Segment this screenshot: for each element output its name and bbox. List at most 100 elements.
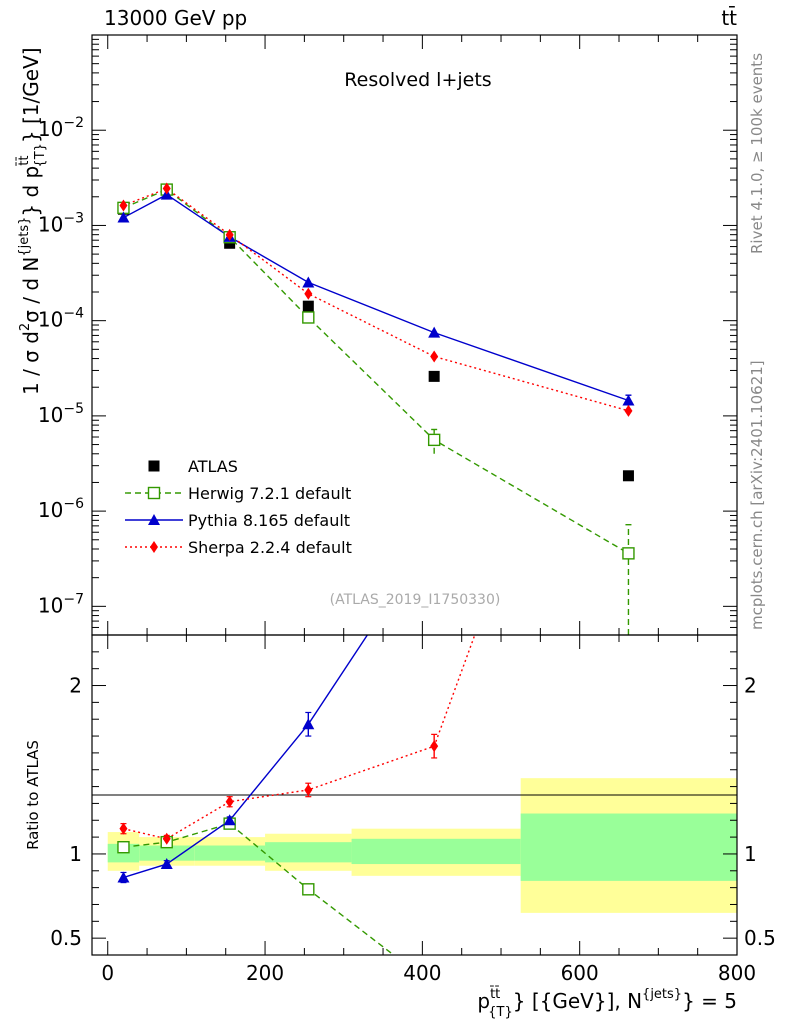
xlabel: pt̄t̄ {T}} [{GeV}], N{jets}} = 5 xyxy=(477,987,737,1020)
ylabel-part-h: } [1/GeV] xyxy=(19,47,43,143)
ylabel-part-d: {jets} xyxy=(17,217,32,257)
main-ytick-label: 10−7 xyxy=(38,591,84,617)
ylabel-part-b: 2 xyxy=(18,323,33,331)
header-left: 13000 GeV pp xyxy=(104,6,247,30)
ylabel-part-e: } d p xyxy=(19,166,43,217)
main-point-open-square-dashed xyxy=(622,547,635,560)
main-point-diamond-dotted xyxy=(119,199,128,212)
tick-exponent: −3 xyxy=(63,210,84,226)
legend: ATLAS Herwig 7.2.1 default Pythia 8.165 de… xyxy=(125,457,352,557)
ratio-point-triangle-solid xyxy=(160,858,173,870)
main-line-triangle-solid xyxy=(123,193,629,402)
mcplots-label: mcplots.cern.ch [arXiv:2401.10621] xyxy=(748,360,766,630)
ylabel-part-f: t̄t̄ xyxy=(17,156,32,167)
tick-mantissa: 10 xyxy=(38,593,63,617)
main-title: Resolved l+jets xyxy=(344,69,491,91)
ratio-stat-band xyxy=(139,845,195,861)
tick-mantissa: 10 xyxy=(38,403,63,427)
ratio-line-triangle-solid xyxy=(123,635,369,879)
ratio-stat-band xyxy=(351,838,521,865)
ratio-point-diamond-dotted xyxy=(304,783,313,796)
tick-exponent: −4 xyxy=(63,306,84,322)
main-panel: Resolved l+jets (ATLAS_2019_I1750330) 10… xyxy=(38,34,738,636)
main-ytick-label: 10−5 xyxy=(38,401,84,427)
xtick-label: 200 xyxy=(246,961,284,985)
tick-exponent: −5 xyxy=(63,401,84,417)
ratio-point-triangle-solid xyxy=(223,814,236,826)
legend-label: ATLAS xyxy=(188,457,238,476)
rivet-label: Rivet 4.1.0, ≥ 100k events xyxy=(748,53,766,254)
ylabel-part-g: {T} xyxy=(33,143,48,167)
legend-marker xyxy=(147,486,161,500)
header-right: tt̄ xyxy=(721,5,737,30)
main-ytick-label: 10−4 xyxy=(38,306,84,332)
ratio-point-diamond-dotted xyxy=(225,795,234,808)
xlabel-part-a: p xyxy=(477,989,490,1013)
tick-mantissa: 10 xyxy=(38,212,63,236)
xtick-label: 400 xyxy=(403,961,441,985)
ylabel-part-a: 1 / σ d xyxy=(19,331,43,395)
legend-label: Herwig 7.2.1 default xyxy=(188,484,351,503)
main-line-open-square-dashed xyxy=(123,188,629,555)
tick-exponent: −2 xyxy=(63,115,84,131)
legend-marker xyxy=(148,460,160,472)
main-point-triangle-solid xyxy=(117,211,130,223)
ratio-point-triangle-solid xyxy=(117,871,130,883)
tick-exponent: −7 xyxy=(63,591,84,607)
main-point-triangle-solid xyxy=(622,394,635,406)
ratio-line-diamond-dotted xyxy=(123,635,476,840)
ratio-ylabel: Ratio to ATLAS xyxy=(24,740,42,850)
main-point-open-square-dashed xyxy=(427,433,441,447)
xlabel-part-f: } = 5 xyxy=(682,989,737,1013)
tick-mantissa: 10 xyxy=(38,498,63,522)
tick-mantissa: 10 xyxy=(38,308,63,332)
main-point-diamond-dotted xyxy=(304,287,313,300)
ratio-line-open-square-dashed xyxy=(123,822,395,955)
ratio-ytick-label-right: 0.5 xyxy=(744,926,776,950)
ylabel-part-c: σ / d N xyxy=(19,257,43,323)
ratio-frame xyxy=(91,634,738,956)
ratio-ytick-label-left: 0.5 xyxy=(50,926,82,950)
xtick-label: 600 xyxy=(561,961,599,985)
main-point-diamond-dotted xyxy=(624,404,633,417)
xtick-label: 0 xyxy=(101,961,114,985)
main-point-triangle-solid xyxy=(428,326,441,338)
main-ytick-label: 10−2 xyxy=(38,115,84,141)
main-point-diamond-dotted xyxy=(430,350,439,363)
main-point-data xyxy=(428,370,440,382)
legend-marker xyxy=(150,541,158,553)
main-ytick-label: 10−6 xyxy=(38,496,84,522)
xlabel-part-d: } [{GeV}], N xyxy=(513,989,642,1013)
main-ylabel: 1 / σ d2σ / d N{jets}} d pt̄t̄{T}} [1/Ge… xyxy=(17,47,48,395)
ratio-stat-band xyxy=(265,842,352,863)
legend-label: Pythia 8.165 default xyxy=(188,511,350,530)
ratio-ytick-label-left: 1 xyxy=(69,842,82,866)
tick-exponent: −6 xyxy=(63,496,84,512)
ratio-ytick-label-left: 2 xyxy=(69,674,82,698)
main-point-data xyxy=(302,300,314,312)
ratio-point-open-square-dashed xyxy=(117,841,130,854)
ratio-stat-band xyxy=(520,813,737,881)
ratio-ytick-label-right: 2 xyxy=(744,674,757,698)
ratio-point-triangle-solid xyxy=(302,718,315,730)
main-point-triangle-solid xyxy=(302,276,315,288)
ratio-point-diamond-dotted xyxy=(162,832,171,845)
xlabel-part-b: t̄t̄ xyxy=(489,987,500,1002)
ratio-point-diamond-dotted xyxy=(430,740,439,753)
legend-label: Sherpa 2.2.4 default xyxy=(188,538,352,557)
ratio-panel: 0.5 0.5 1 1 2 2 0 200 400 600 800 xyxy=(50,634,776,985)
watermark: (ATLAS_2019_I1750330) xyxy=(330,592,501,608)
main-point-open-square-dashed xyxy=(302,311,315,324)
ratio-ytick-label-right: 1 xyxy=(744,842,757,866)
main-ytick-label: 10−3 xyxy=(38,210,84,236)
tick-mantissa: 10 xyxy=(38,117,63,141)
main-point-data xyxy=(622,470,634,482)
ratio-point-open-square-dashed xyxy=(302,883,315,896)
main-point-diamond-dotted xyxy=(225,228,234,241)
main-line-diamond-dotted xyxy=(123,187,629,412)
xlabel-part-c: {T} xyxy=(488,1005,512,1020)
ratio-stat-band xyxy=(194,845,266,861)
ratio-point-diamond-dotted xyxy=(119,822,128,835)
